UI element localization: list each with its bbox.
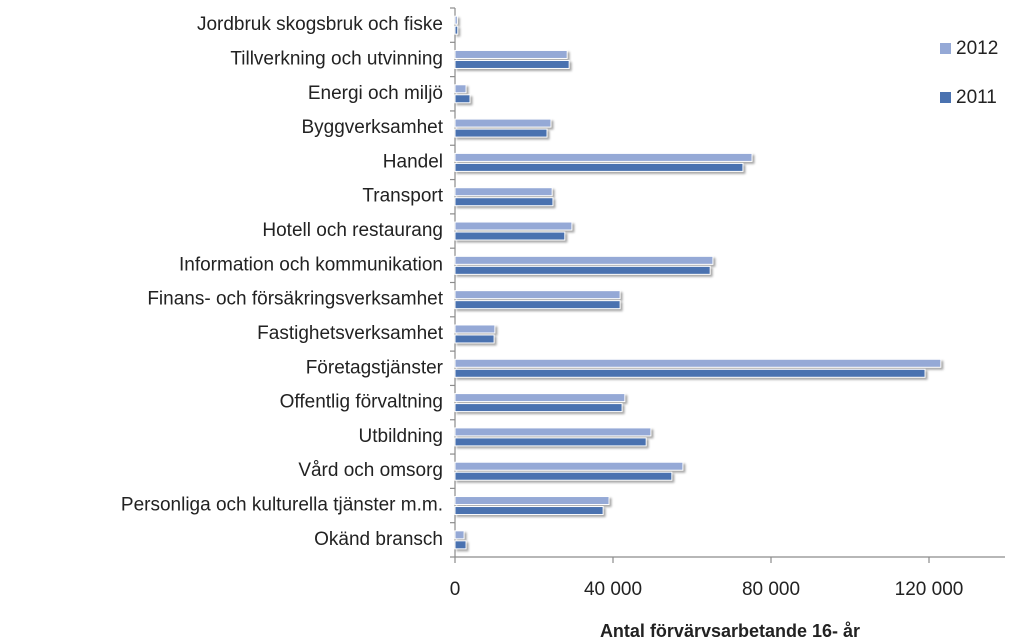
bar <box>454 255 714 265</box>
bar <box>454 128 548 138</box>
legend-label: 2011 <box>956 87 997 108</box>
bar <box>454 358 942 368</box>
bar <box>454 471 673 481</box>
bar <box>454 59 570 69</box>
bar <box>454 162 744 172</box>
y-tick-label: Okänd bransch <box>314 529 443 550</box>
bar <box>454 530 465 540</box>
legend-label: 2012 <box>956 38 998 59</box>
x-axis-title: Antal förvärvsarbetande 16- år <box>600 621 860 641</box>
bar <box>454 197 554 207</box>
bar <box>454 15 458 25</box>
y-tick-label: Fastighetsverksamhet <box>257 323 444 344</box>
bar <box>454 393 626 403</box>
bar <box>454 437 647 447</box>
bar <box>454 290 621 300</box>
bar <box>454 461 684 471</box>
bar <box>454 187 553 197</box>
bar <box>454 94 471 104</box>
y-tick-label: Information och kommunikation <box>179 254 443 275</box>
bar <box>454 403 623 413</box>
y-tick-label: Företagstjänster <box>306 357 444 378</box>
bar <box>454 231 566 241</box>
y-tick-label: Tillverkning och utvinning <box>230 48 443 69</box>
bar <box>454 84 467 94</box>
bar <box>454 118 552 128</box>
y-tick-label: Finans- och försäkringsverksamhet <box>147 289 443 310</box>
y-tick-label: Transport <box>362 186 443 207</box>
y-tick-label: Handel <box>383 151 443 172</box>
y-tick-label: Hotell och restaurang <box>262 220 443 241</box>
x-tick-label: 120 000 <box>895 579 964 600</box>
bar <box>454 152 753 162</box>
bar <box>454 300 621 310</box>
bar <box>454 496 610 506</box>
bar <box>454 540 467 550</box>
bar <box>454 427 652 437</box>
x-tick-label: 0 <box>450 579 461 600</box>
x-tick-label: 40 000 <box>584 579 642 600</box>
y-tick-label: Offentlig förvaltning <box>280 392 443 413</box>
legend-swatch <box>940 43 951 54</box>
y-tick-label: Energi och miljö <box>308 83 443 104</box>
x-tick-label: 80 000 <box>742 579 800 600</box>
y-tick-label: Personliga och kulturella tjänster m.m. <box>121 495 443 516</box>
y-tick-label: Byggverksamhet <box>301 117 443 138</box>
bar <box>454 324 496 334</box>
bar <box>454 506 604 516</box>
y-tick-label: Vård och omsorg <box>298 460 443 481</box>
y-tick-label: Jordbruk skogsbruk och fiske <box>197 14 443 35</box>
bar <box>454 221 573 231</box>
bar <box>454 265 711 275</box>
bar <box>454 368 926 378</box>
bar <box>454 334 495 344</box>
bar <box>454 49 568 59</box>
legend-swatch <box>940 92 951 103</box>
bar <box>454 25 459 35</box>
y-tick-label: Utbildning <box>359 426 444 447</box>
